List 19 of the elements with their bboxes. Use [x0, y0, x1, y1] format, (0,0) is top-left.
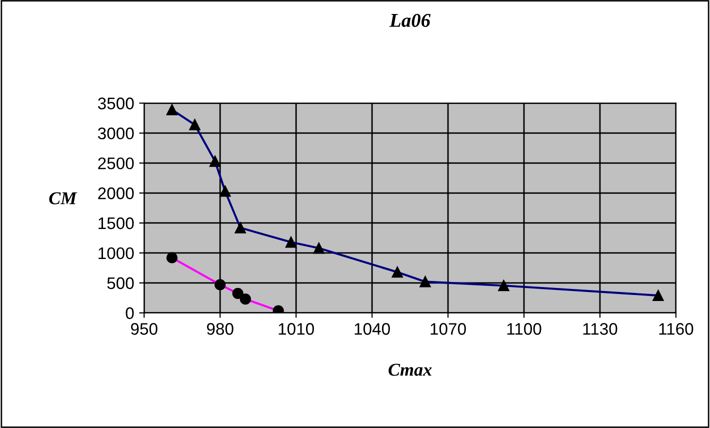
x-tick-label: 980 — [206, 323, 234, 335]
y-tick-label: 3500 — [98, 98, 134, 110]
y-tick-label: 1500 — [98, 217, 134, 230]
x-tick-label: 1010 — [278, 323, 314, 335]
x-tick-label: 1130 — [583, 323, 618, 335]
x-tick-label: 1160 — [659, 323, 694, 335]
chart-title: La06 — [389, 14, 431, 27]
y-tick-label: 2000 — [98, 187, 134, 200]
y-tick-label: 3000 — [98, 128, 134, 140]
x-tick-label: 1070 — [430, 323, 466, 335]
y-tick-label: 500 — [107, 277, 134, 290]
y-tick-label: 2500 — [98, 157, 134, 170]
x-tick-label: 1100 — [507, 323, 542, 335]
y-tick-label: 0 — [126, 307, 134, 320]
y-tick-label: 1000 — [98, 247, 134, 260]
y-axis-title: CM — [49, 192, 78, 204]
x-axis-title: Cmax — [388, 364, 432, 376]
x-tick-label: 1040 — [354, 323, 390, 335]
x-tick-label: 950 — [131, 323, 158, 335]
